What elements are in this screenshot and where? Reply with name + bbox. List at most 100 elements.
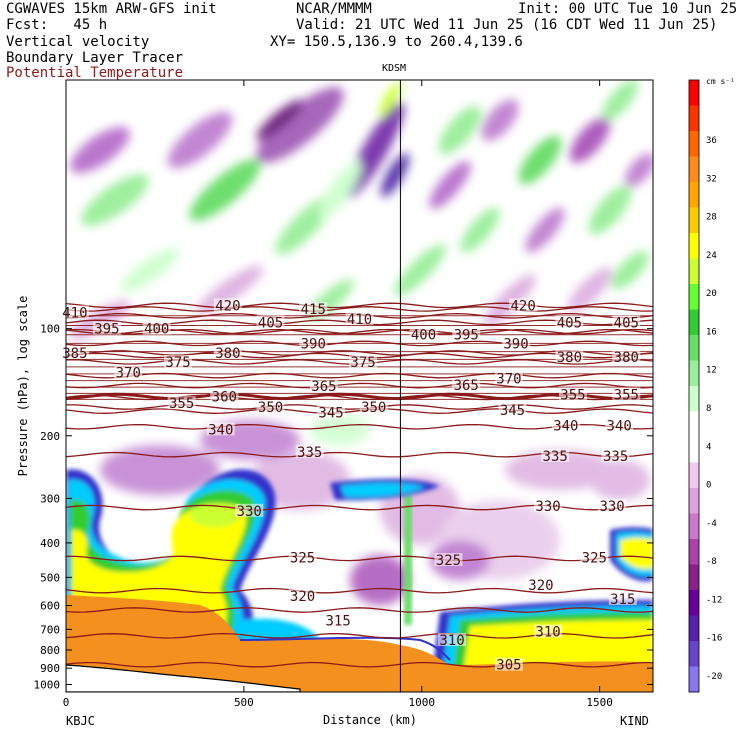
- theta-label-bg: [349, 354, 378, 368]
- theta-label: 380: [614, 350, 639, 366]
- theta-label: 340: [607, 418, 632, 434]
- theta-label-bg: [494, 657, 523, 671]
- colorbar-swatch: [689, 284, 699, 310]
- x-axis-title: Distance (km): [323, 713, 417, 727]
- theta-label: 355: [614, 387, 639, 403]
- theta-label: 400: [144, 322, 169, 338]
- theta-label: 370: [496, 371, 521, 387]
- colorbar-tick-label: 0: [706, 481, 711, 491]
- theta-label-bg: [502, 336, 531, 350]
- theta-label-bg: [608, 591, 637, 605]
- colorbar-swatch: [689, 513, 699, 540]
- theta-label: 325: [582, 551, 607, 567]
- x-tick-label: 500: [234, 696, 254, 709]
- theta-label: 345: [318, 405, 343, 421]
- theta-label-bg: [256, 399, 285, 413]
- theta-label: 420: [511, 298, 536, 314]
- colorbar-swatch: [689, 309, 699, 336]
- theta-label-bg: [60, 345, 89, 359]
- theta-label: 410: [62, 305, 87, 321]
- colorbar-swatch: [689, 488, 699, 514]
- y-tick-label: 100: [40, 323, 60, 336]
- y-tick-label: 700: [40, 623, 60, 636]
- theta-label-bg: [526, 577, 555, 591]
- theta-label-bg: [409, 327, 438, 341]
- theta-contour-345: [66, 408, 653, 414]
- theta-label: 325: [436, 553, 461, 569]
- colorbar-swatch: [689, 182, 699, 208]
- producer-label: NCAR/MMMM: [296, 1, 372, 17]
- colorbar-swatch: [689, 131, 699, 157]
- theta-label-bg: [317, 405, 346, 419]
- theta-label: 350: [258, 400, 283, 416]
- theta-label: 330: [599, 499, 624, 515]
- theta-label: 405: [258, 315, 283, 331]
- colorbar-tick-label: 36: [706, 136, 717, 146]
- theta-label-bg: [509, 298, 538, 312]
- theta-label: 405: [614, 315, 639, 331]
- y-tick-label: 600: [40, 600, 60, 613]
- colorbar-swatch: [689, 360, 699, 387]
- colorbar-tick-label: -20: [706, 672, 722, 682]
- theta-label-bg: [142, 321, 171, 335]
- theta-label-bg: [534, 624, 563, 638]
- theta-label-bg: [612, 387, 641, 401]
- theta-label-bg: [452, 327, 481, 341]
- colorbar-swatch: [689, 641, 699, 667]
- x-tick-label: 0: [63, 696, 70, 709]
- y-tick-label: 500: [40, 571, 60, 584]
- y-tick-label: 900: [40, 662, 60, 675]
- y-axis: 100 200 300 400 500 600 700 800 900 1000: [34, 323, 653, 691]
- theta-label-bg: [299, 336, 328, 350]
- theta-label: 405: [557, 315, 582, 331]
- theta-label-bg: [210, 389, 239, 403]
- theta-label: 320: [528, 578, 553, 594]
- theta-label: 355: [560, 387, 585, 403]
- theta-contour-315: [66, 607, 653, 613]
- theta-label-bg: [605, 418, 634, 432]
- theta-label: 375: [165, 355, 190, 371]
- colorbar-tick-label: 12: [706, 366, 717, 376]
- theta-label: 320: [290, 589, 315, 605]
- colorbar-swatch: [689, 156, 699, 183]
- theta-label-bg: [612, 349, 641, 363]
- theta-label: 330: [237, 504, 262, 520]
- x-tick-label: 1500: [586, 696, 613, 709]
- colorbar-tick-label: 24: [706, 251, 717, 261]
- theta-label: 330: [535, 499, 560, 515]
- y-tick-label: 400: [40, 537, 60, 550]
- y-tick-label: 300: [40, 492, 60, 505]
- colorbar-tick-label: 20: [706, 289, 717, 299]
- theta-label: 310: [535, 625, 560, 641]
- theta-label-bg: [498, 402, 527, 416]
- right-station-label: KIND: [620, 714, 649, 728]
- theta-label: 355: [169, 396, 194, 412]
- theta-label: 415: [301, 302, 326, 318]
- theta-label-bg: [164, 354, 193, 368]
- theta-label-bg: [235, 503, 264, 517]
- colorbar-swatch: [689, 411, 699, 438]
- x-axis: 0 500 1000 1500: [63, 80, 613, 709]
- theta-contour-320: [66, 587, 653, 594]
- colorbar-tick-label: -8: [706, 557, 717, 567]
- theta-label: 375: [350, 355, 375, 371]
- theta-label-bg: [309, 379, 338, 393]
- field-label-boundary-layer-tracer: Boundary Layer Tracer: [6, 50, 184, 66]
- theta-label: 395: [454, 328, 479, 344]
- theta-label: 410: [347, 312, 372, 328]
- theta-label: 365: [454, 378, 479, 394]
- theta-label-bg: [555, 349, 584, 363]
- colorbar-swatch: [689, 666, 699, 693]
- theta-label-bg: [295, 444, 324, 458]
- theta-label: 390: [503, 336, 528, 352]
- theta-contours: [66, 302, 653, 668]
- colorbar-swatch: [689, 258, 699, 285]
- colorbar-swatch: [689, 615, 699, 642]
- colorbar-swatch: [689, 105, 699, 132]
- init-time: Init: 00 UTC Tue 10 Jun 25: [518, 1, 738, 17]
- colorbar-tick-label: 28: [706, 213, 717, 223]
- marker-station-label: KDSM: [382, 63, 407, 74]
- colorbar-swatch: [689, 462, 699, 489]
- theta-label-bg: [299, 301, 328, 315]
